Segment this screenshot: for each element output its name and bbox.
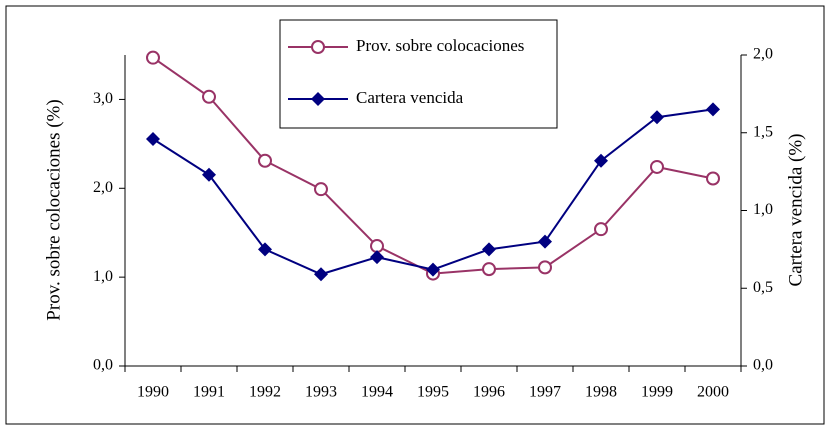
y-tick-label: 2,0 [93,179,113,196]
legend-marker [311,92,325,106]
data-point [258,242,272,257]
x-tick-label: 1999 [641,384,673,401]
legend-marker [311,40,325,54]
x-tick-label: 1995 [417,384,449,401]
data-point [538,260,552,275]
data-point [706,102,720,117]
data-point [482,262,496,277]
data-point [650,159,664,174]
data-point [426,262,440,277]
y-axis-title: Prov. sobre colocaciones (%) [43,99,64,320]
data-point [258,153,272,168]
data-point [482,242,496,257]
data-point [202,167,216,182]
legend-label: Prov. sobre colocaciones [356,36,524,55]
x-tick-label: 2000 [697,384,729,401]
x-tick-label: 1994 [361,384,393,401]
x-tick-label: 1996 [473,384,505,401]
data-point [314,182,328,197]
legend-box [279,19,558,129]
y-tick-label: 3,0 [93,90,113,107]
data-point [202,89,216,104]
x-tick-label: 1990 [137,384,169,401]
data-point [146,131,160,146]
data-point [538,234,552,249]
y-tick-label: 0,0 [93,357,113,374]
x-tick-label: 1992 [249,384,281,401]
legend-label: Cartera vencida [356,88,464,107]
y2-axis-title: Cartera vencida (%) [785,134,806,287]
data-point [706,171,720,186]
y2-tick-label: 1,5 [753,123,773,140]
y2-tick-label: 1,0 [753,201,773,218]
x-tick-label: 1998 [585,384,617,401]
data-point [650,110,664,125]
y2-tick-label: 0,0 [753,357,773,374]
data-point [594,153,608,168]
data-point [146,50,160,65]
x-tick-label: 1993 [305,384,337,401]
y-tick-label: 1,0 [93,268,113,285]
y2-tick-label: 2,0 [753,46,773,63]
y2-tick-label: 0,5 [753,279,773,296]
x-tick-label: 1991 [193,384,225,401]
data-point [594,222,608,237]
data-point [370,250,384,265]
x-tick-label: 1997 [529,384,561,401]
data-point [314,267,328,282]
